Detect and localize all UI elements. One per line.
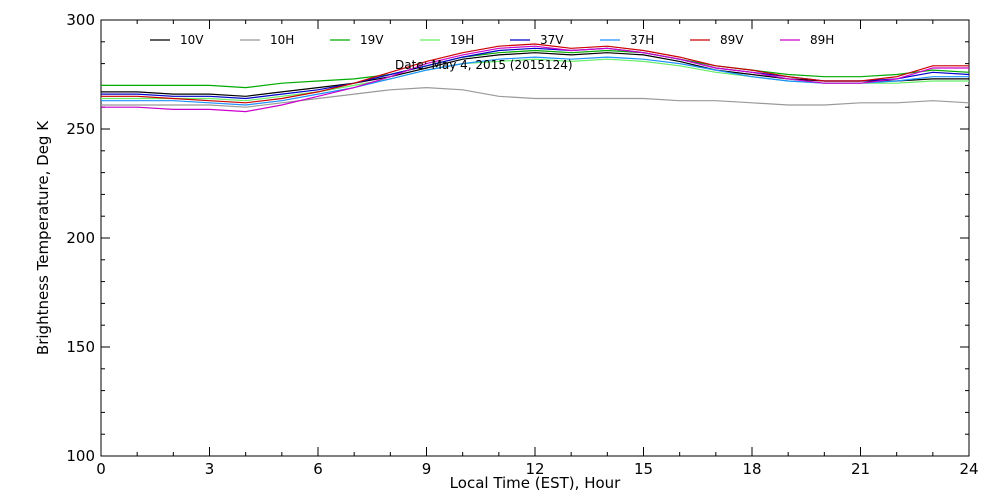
y-tick-label: 250 xyxy=(66,120,95,138)
series-line-89v xyxy=(101,43,969,104)
x-tick-label: 15 xyxy=(634,460,653,478)
legend-label-89h: 89H xyxy=(810,33,834,47)
series-line-19v xyxy=(101,49,970,89)
series-line-10h xyxy=(101,86,970,108)
x-tick-label: 3 xyxy=(205,460,215,478)
legend-label-19h: 19H xyxy=(450,33,474,47)
plot-frame xyxy=(100,19,970,457)
date-annotation: Date: May 4, 2015 (2015124) xyxy=(395,58,573,72)
x-tick-label: 12 xyxy=(525,460,544,478)
legend-label-10v: 10V xyxy=(180,33,204,47)
x-tick-label: 24 xyxy=(959,460,978,478)
series-line-37v xyxy=(101,47,970,100)
legend-label-10h: 10H xyxy=(270,33,294,47)
series-lines xyxy=(101,43,970,113)
y-tick-label: 150 xyxy=(66,338,95,356)
x-axis-title: Local Time (EST), Hour xyxy=(450,474,621,492)
legend: 10V 10H 19V 19H 37V 37H 89V 89H xyxy=(150,33,834,47)
y-axis-title: Brightness Temperature, Deg K xyxy=(34,120,52,355)
plot-area xyxy=(100,19,970,457)
y-tick-label: 100 xyxy=(66,447,95,465)
x-tick-label: 0 xyxy=(96,460,106,478)
legend-label-37h: 37H xyxy=(630,33,654,47)
y-tick-label: 300 xyxy=(66,11,95,29)
x-tick-label: 18 xyxy=(742,460,761,478)
series-line-89h xyxy=(101,45,969,113)
x-tick-label: 9 xyxy=(422,460,432,478)
legend-label-89v: 89V xyxy=(720,33,744,47)
legend-label-37v: 37V xyxy=(540,33,564,47)
y-tick-label: 200 xyxy=(66,229,95,247)
x-tick-label: 21 xyxy=(851,460,870,478)
legend-label-19v: 19V xyxy=(360,33,384,47)
x-tick-label: 6 xyxy=(313,460,323,478)
axis-ticks: 0 3 6 9 12 15 18 21 24 100 150 200 250 300 xyxy=(66,11,978,478)
